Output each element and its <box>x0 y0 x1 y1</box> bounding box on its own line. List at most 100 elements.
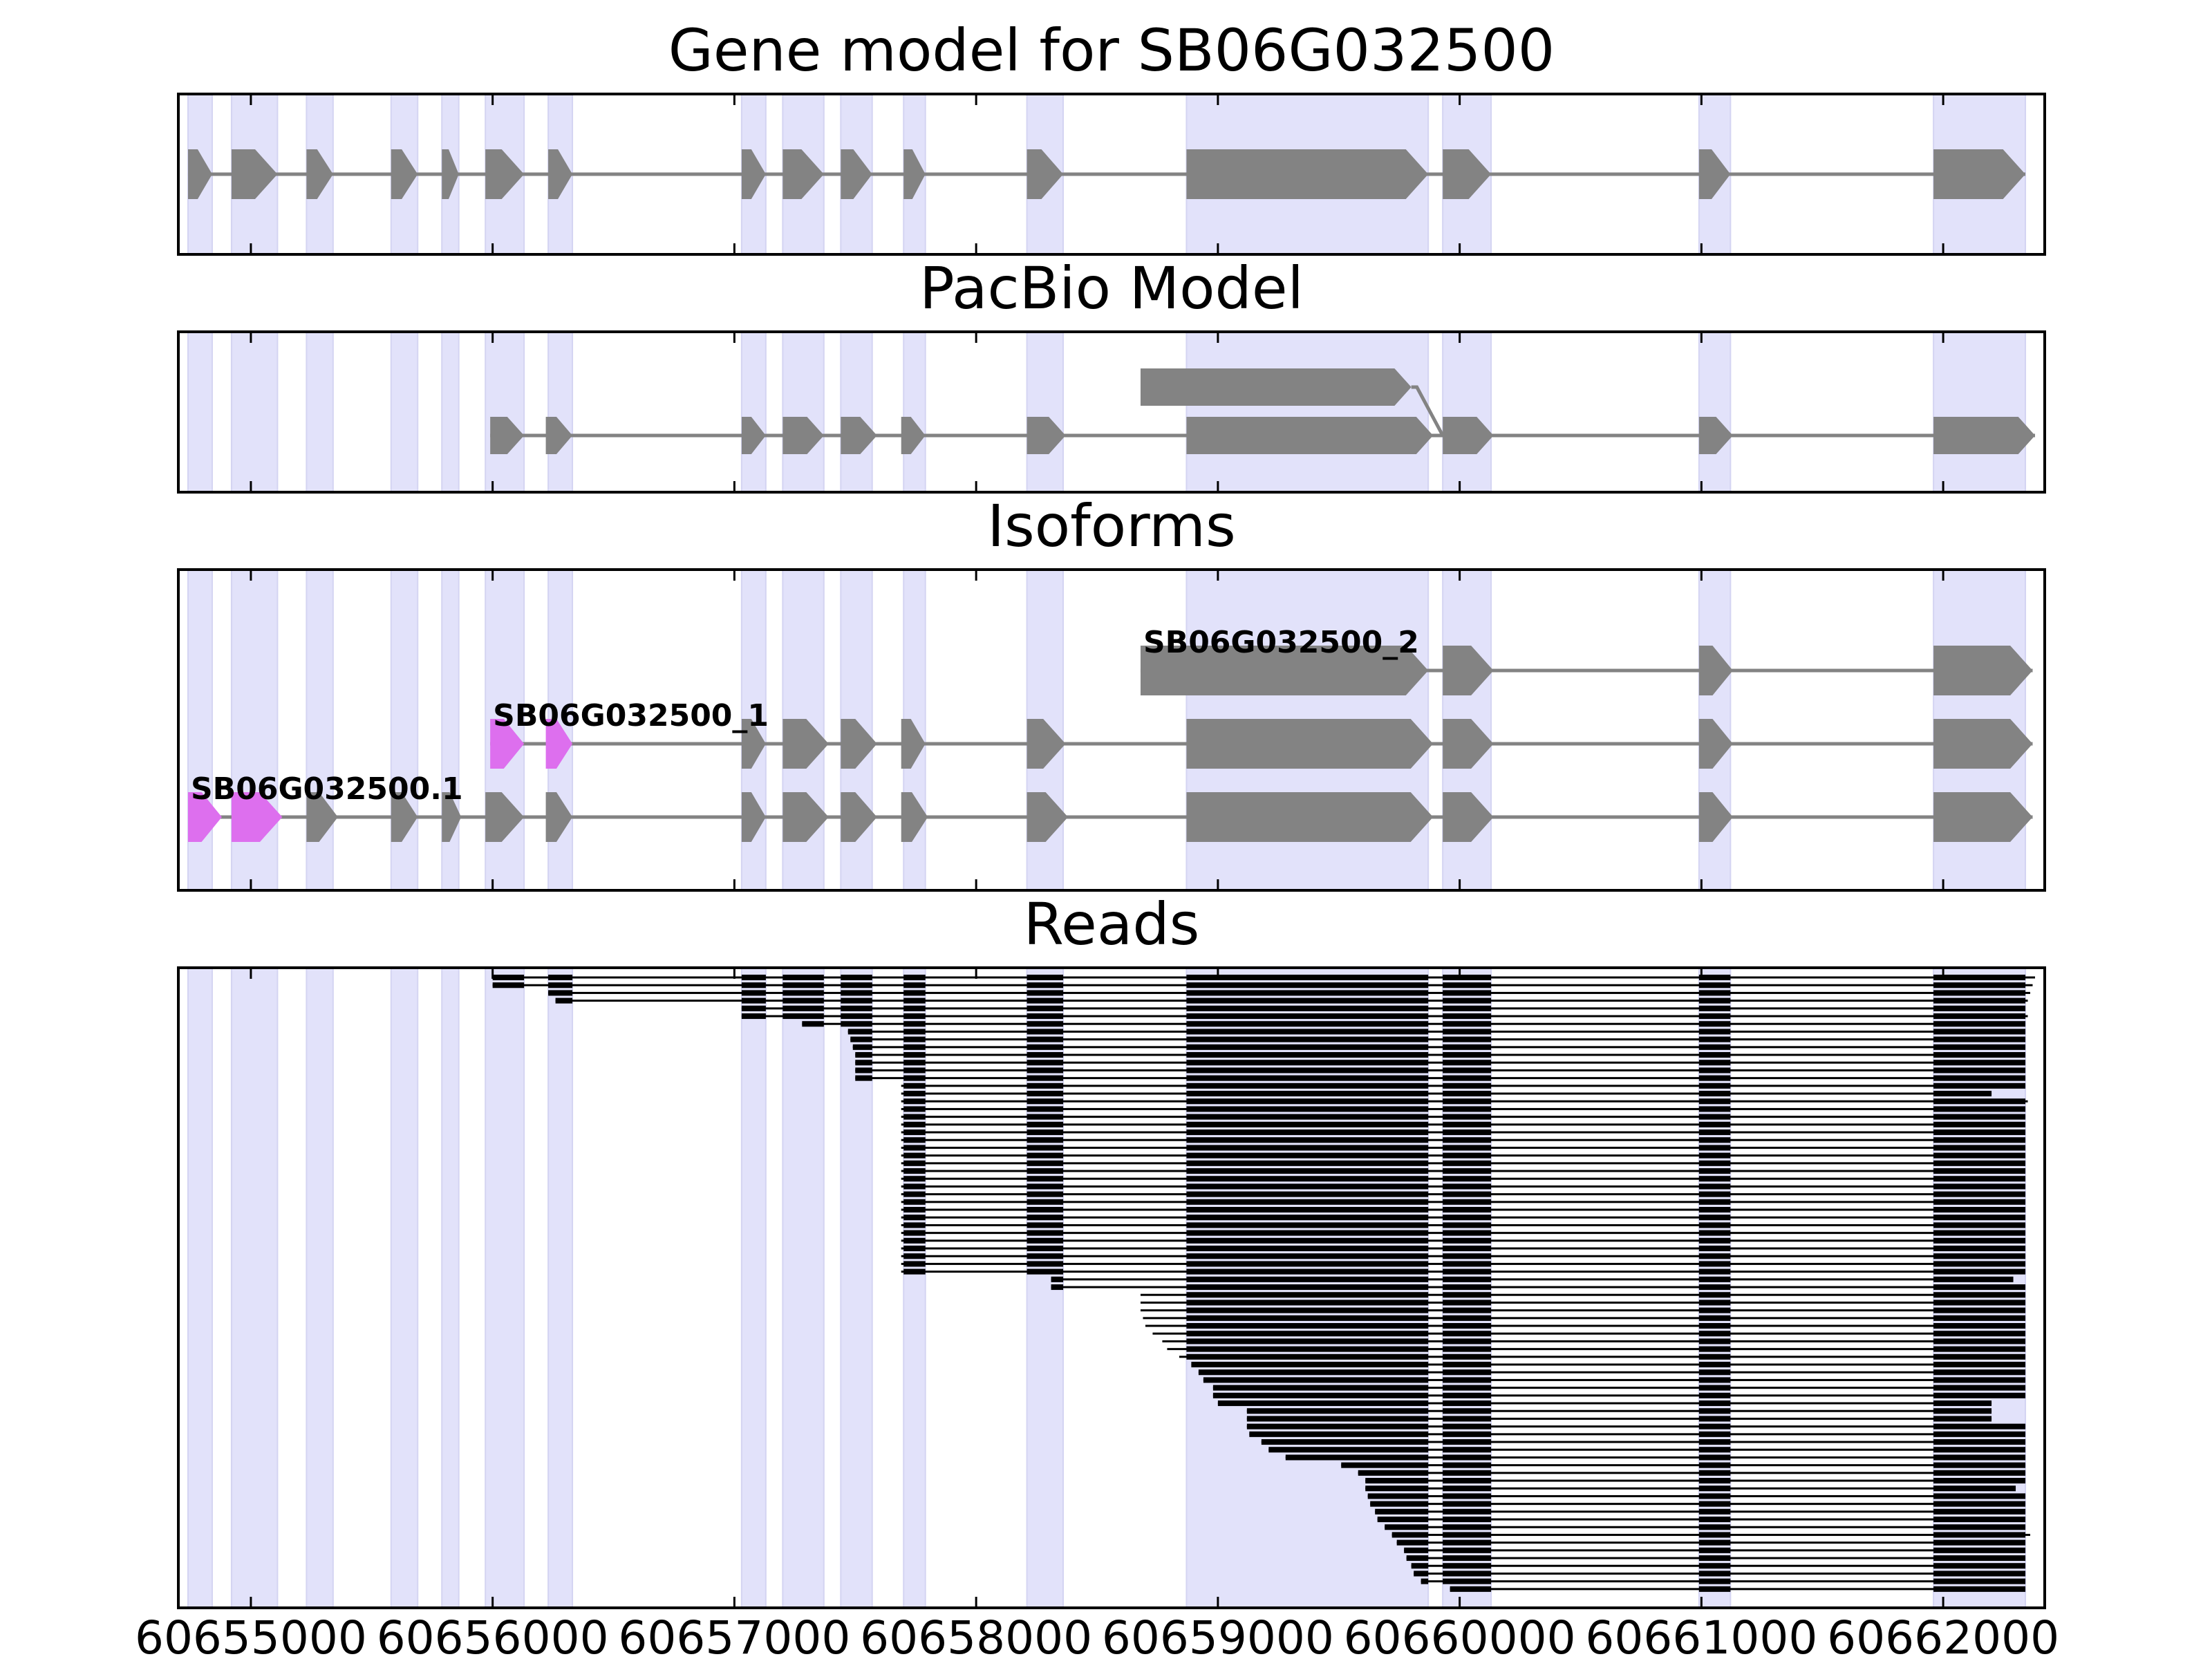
read-exon <box>903 1152 926 1159</box>
read-exon <box>1186 1253 1429 1259</box>
read-exon <box>1443 1524 1492 1530</box>
exon-block <box>485 792 525 842</box>
read-exon <box>1698 1524 1731 1530</box>
read-exon <box>1385 1524 1429 1530</box>
read-exon <box>1027 1246 1064 1252</box>
read-exon <box>1698 982 1731 988</box>
read-exon <box>1933 1091 1992 1097</box>
read-exon <box>1933 1532 2026 1538</box>
read-exon <box>741 990 766 996</box>
read-exon <box>1443 997 1492 1004</box>
read-exon <box>1186 1106 1429 1112</box>
read-exon <box>1698 1067 1731 1074</box>
read-exon <box>1698 1423 1731 1430</box>
exon-block <box>1933 417 2036 454</box>
exon-block <box>901 792 928 842</box>
read-exon <box>1421 1578 1429 1584</box>
read-exon <box>1698 1284 1731 1291</box>
read-exon <box>1365 1485 1429 1492</box>
read-intron <box>1051 1286 2026 1288</box>
read-exon <box>1933 975 2026 981</box>
x-tick-label: 60659000 <box>1102 1611 1334 1659</box>
read-exon <box>1443 1578 1492 1584</box>
read-exon <box>1933 1400 1992 1407</box>
read-exon <box>1933 1222 2026 1228</box>
read-exon <box>1698 1586 1731 1592</box>
read-exon <box>1027 1152 1064 1159</box>
read-exon <box>1443 1005 1492 1011</box>
read-intron <box>1203 1378 2026 1381</box>
read-exon <box>1933 1338 2026 1344</box>
read-intron <box>1167 1348 2026 1351</box>
read-exon <box>1443 1323 1492 1329</box>
read-exon <box>1698 1470 1731 1476</box>
read-exon <box>1186 982 1429 988</box>
exon-block <box>391 149 418 199</box>
read-exon <box>1698 1353 1731 1360</box>
exon-band <box>390 569 419 891</box>
read-exon <box>1933 1408 1992 1414</box>
read-exon <box>1246 1423 1429 1430</box>
read-exon <box>1443 1036 1492 1042</box>
read-intron <box>1212 1394 2026 1397</box>
exon-block <box>903 149 926 199</box>
read-exon <box>903 1036 926 1042</box>
read-exon <box>1027 1029 1064 1035</box>
exon-block <box>1186 149 1429 199</box>
read-exon <box>1443 1082 1492 1089</box>
exon-block <box>1933 149 2026 199</box>
read-exon <box>1698 1508 1731 1515</box>
read-exon <box>1698 1501 1731 1507</box>
read-exon <box>1933 1586 2026 1592</box>
read-exon <box>1186 1130 1429 1136</box>
exon-band <box>306 967 334 1609</box>
read-exon <box>1186 1346 1429 1352</box>
panel-title: Isoforms <box>987 492 1236 560</box>
read-exon <box>1443 1431 1492 1437</box>
read-exon <box>1443 990 1492 996</box>
read-exon <box>1186 1276 1429 1282</box>
read-exon <box>492 982 525 988</box>
read-exon <box>903 1075 926 1081</box>
exon-block <box>1186 719 1434 769</box>
read-exon <box>1443 1029 1492 1035</box>
read-exon <box>1186 1114 1429 1120</box>
read-exon <box>1933 1547 2026 1553</box>
read-exon <box>1933 1082 2026 1089</box>
read-exon <box>1933 1215 2026 1221</box>
read-exon <box>903 1060 926 1066</box>
read-exon <box>1698 1121 1731 1127</box>
read-exon <box>903 1145 926 1151</box>
read-exon <box>1186 1145 1429 1151</box>
read-exon <box>1443 1447 1492 1453</box>
read-exon <box>1698 1300 1731 1306</box>
read-exon <box>1698 990 1731 996</box>
read-exon <box>1933 1423 2026 1430</box>
read-intron <box>1145 1324 2026 1327</box>
read-exon <box>1933 1021 2026 1027</box>
read-exon <box>1443 1168 1492 1174</box>
read-exon <box>1933 982 2026 988</box>
read-intron <box>1246 1425 2026 1428</box>
read-exon <box>1186 1307 1429 1313</box>
read-exon <box>1341 1462 1429 1468</box>
x-tick-label: 60657000 <box>618 1611 850 1659</box>
read-exon <box>1186 1315 1429 1321</box>
read-exon <box>1443 1021 1492 1027</box>
read-exon <box>1027 1253 1064 1259</box>
read-exon <box>1933 990 2026 996</box>
read-exon <box>1186 1246 1429 1252</box>
read-exon <box>1698 1532 1731 1538</box>
read-exon <box>1443 1230 1492 1236</box>
read-exon <box>1443 1423 1492 1430</box>
read-exon <box>1027 975 1064 981</box>
read-exon <box>841 975 872 981</box>
read-exon <box>1698 1331 1731 1337</box>
read-exon <box>1027 1230 1064 1236</box>
read-exon <box>1933 1114 2026 1120</box>
read-exon <box>548 990 573 996</box>
read-exon <box>1698 1005 1731 1011</box>
read-exon <box>1698 1222 1731 1228</box>
read-exon <box>1933 1385 2026 1391</box>
exon-band <box>840 331 873 493</box>
